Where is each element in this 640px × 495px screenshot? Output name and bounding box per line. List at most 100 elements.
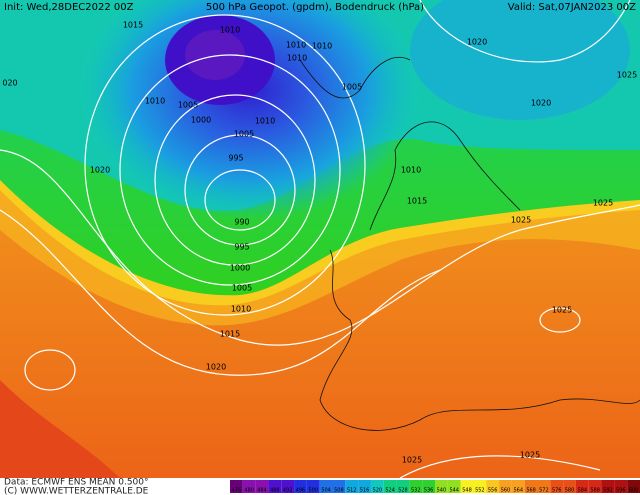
colorbar-cell — [383, 480, 397, 493]
colorbar-label: 528 — [398, 488, 408, 494]
colorbar-cell — [370, 480, 384, 493]
isobar-label: 020 — [2, 79, 17, 88]
map-background — [0, 0, 640, 478]
colorbar-label: 572 — [539, 488, 549, 494]
colorbar-label: 580 — [565, 488, 575, 494]
colorbar-label: 524 — [385, 488, 395, 494]
isobar-label: 995 — [234, 243, 249, 252]
colorbar-cell — [601, 480, 615, 493]
isobar-label: 1025 — [402, 456, 422, 465]
isobar-label: 1025 — [552, 306, 572, 315]
colorbar-cell — [499, 480, 512, 493]
isobar-label: 1000 — [191, 116, 211, 125]
colorbar-label: 496 — [296, 488, 306, 494]
isobar-label: 1020 — [467, 38, 487, 47]
colorbar-cell — [614, 480, 628, 493]
colorbar-label: 508 — [334, 488, 344, 494]
colorbar-label: 484 — [257, 488, 267, 494]
colorbar-label: 592 — [603, 488, 613, 494]
colorbar-label: 492 — [283, 488, 293, 494]
colorbar-cell — [588, 480, 602, 493]
colorbar-cell — [422, 480, 435, 493]
isobar-label: 1020 — [90, 166, 110, 175]
colorbar-label: 536 — [424, 488, 434, 494]
colorbar-cell — [575, 480, 589, 493]
colorbar-label: 600 — [629, 488, 639, 494]
colorbar-cell — [281, 480, 295, 493]
init-label: Init: Wed,28DEC2022 00Z — [4, 2, 134, 13]
colorbar-label: 552 — [475, 488, 485, 494]
isobar-label: 1020 — [531, 99, 551, 108]
colorbar-cell — [319, 480, 333, 493]
colorbar-label: 540 — [437, 488, 447, 494]
isobar-label: 1005 — [232, 284, 252, 293]
colorbar-cell — [524, 480, 538, 493]
colorbar-cell — [255, 480, 269, 493]
colorbar-label: 532 — [411, 488, 421, 494]
colorbar-label: 476 — [232, 488, 242, 494]
isobar-label: 1025 — [511, 216, 531, 225]
isobar-label: 1025 — [617, 71, 637, 80]
isobar-label: 990 — [234, 218, 249, 227]
isobar-label: 1010 — [312, 42, 332, 51]
colorbar-cell — [473, 480, 487, 493]
colorbar: 476 480 484 488 492 496 500 504 508 512 516 520 524 5… — [230, 480, 640, 494]
copyright: (C) WWW.WETTERZENTRALE.DE — [4, 487, 149, 495]
isobar-label: 1010 — [231, 305, 251, 314]
colorbar-label: 556 — [488, 488, 498, 494]
isobar-label: 1025 — [593, 199, 613, 208]
colorbar-cell — [409, 480, 423, 493]
isobar-label: 1010 — [287, 54, 307, 63]
colorbar-cell — [294, 480, 307, 493]
isobar-label: 1005 — [178, 101, 198, 110]
isobar-label: 1000 — [230, 264, 250, 273]
colorbar-label: 500 — [309, 488, 319, 494]
isobar-label: 1010 — [145, 97, 165, 106]
colorbar-cell — [550, 480, 564, 493]
colorbar-label: 564 — [514, 488, 524, 494]
colorbar-cell — [563, 480, 576, 493]
isobar-label: 1010 — [255, 117, 275, 126]
colorbar-cell — [345, 480, 359, 493]
isobar-label: 1010 — [220, 26, 240, 35]
colorbar-cell — [447, 480, 461, 493]
colorbar-label: 588 — [590, 488, 600, 494]
isobar-label: 1025 — [520, 451, 540, 460]
data-source: Data: ECMWF ENS MEAN 0.500° — [4, 478, 149, 488]
colorbar-label: 576 — [552, 488, 562, 494]
colorbar-cell — [396, 480, 410, 493]
colorbar-cell — [230, 480, 243, 493]
isobar-label: 1015 — [123, 21, 143, 30]
coastlines — [299, 57, 640, 431]
isobar-label: 1005 — [342, 83, 362, 92]
colorbar-label: 488 — [270, 488, 280, 494]
colorbar-label: 480 — [244, 488, 254, 494]
colorbar-cell — [537, 480, 551, 493]
colorbar-label: 512 — [347, 488, 357, 494]
colorbar-cell — [242, 480, 256, 493]
colorbar-cell — [358, 480, 371, 493]
colorbar-label: 596 — [616, 488, 626, 494]
colorbar-cell — [268, 480, 282, 493]
valid-label: Valid: Sat,07JAN2023 00Z — [508, 2, 636, 13]
colorbar-label: 568 — [526, 488, 536, 494]
map-title: 500 hPa Geopot. (gpdm), Bodendruck (hPa) — [206, 2, 424, 13]
colorbar-cell — [435, 480, 448, 493]
isobar-label: 1020 — [206, 363, 226, 372]
colorbar-label: 520 — [373, 488, 383, 494]
isobar-label: 995 — [228, 154, 243, 163]
colorbar-label: 584 — [578, 488, 588, 494]
colorbar-label: 516 — [360, 488, 370, 494]
colorbar-cell — [460, 480, 474, 493]
colorbar-label: 548 — [462, 488, 472, 494]
colorbar-label: 504 — [321, 488, 331, 494]
isobars — [0, 0, 640, 478]
colorbar-cell — [627, 480, 640, 493]
isobar-label: 1015 — [220, 330, 240, 339]
isobar-label: 1005 — [234, 130, 254, 139]
isobar-label: 1010 — [401, 166, 421, 175]
colorbar-label: 560 — [501, 488, 511, 494]
colorbar-cell — [486, 480, 500, 493]
